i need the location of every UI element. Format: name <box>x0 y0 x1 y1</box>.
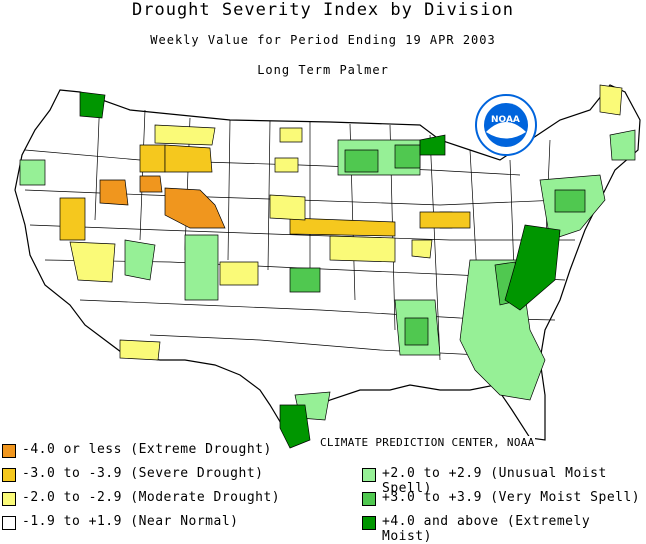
legend-swatch-extremely-moist <box>362 516 376 530</box>
legend-label-moderate-drought: -2.0 to -2.9 (Moderate Drought) <box>22 490 281 505</box>
legend-swatch-unusual-moist <box>362 468 376 482</box>
legend-label-severe-drought: -3.0 to -3.9 (Severe Drought) <box>22 466 264 481</box>
legend-label-unusual-moist: +2.0 to +2.9 (Unusual Moist Spell) <box>382 466 607 496</box>
legend-label-very-moist: +3.0 to +3.9 (Very Moist Spell) <box>382 490 641 505</box>
legend-swatch-very-moist <box>362 492 376 506</box>
legend-label-extreme-drought: -4.0 or less (Extreme Drought) <box>22 442 272 457</box>
severe-drought-regions <box>59 144 471 241</box>
legend-label-near-normal: -1.9 to +1.9 (Near Normal) <box>22 514 239 529</box>
map-subtitle: Weekly Value for Period Ending 19 APR 20… <box>150 33 496 47</box>
legend-swatch-extreme-drought <box>2 444 16 458</box>
map-title: Drought Severity Index by Division <box>132 0 514 20</box>
legend-swatch-near-normal <box>2 516 16 530</box>
legend-swatch-moderate-drought <box>2 492 16 506</box>
index-name: Long Term Palmer <box>257 63 389 77</box>
moderate-drought-regions <box>69 84 623 361</box>
legend-swatch-severe-drought <box>2 468 16 482</box>
extremely-moist-regions <box>79 91 561 449</box>
legend-label-extremely-moist: +4.0 and above (Extremely Moist) <box>382 514 591 544</box>
drought-map <box>14 84 641 449</box>
noaa-logo <box>475 94 537 156</box>
credit-text: CLIMATE PREDICTION CENTER, NOAA <box>320 436 535 449</box>
noaa-logo-text: NOAA <box>491 115 520 125</box>
